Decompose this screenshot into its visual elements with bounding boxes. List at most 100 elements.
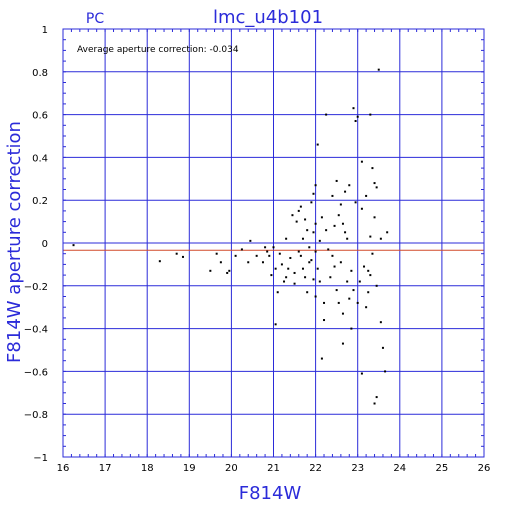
x-tick-label: 16 [57,463,70,474]
data-point [369,113,372,116]
data-point [278,252,281,255]
data-point [360,372,363,375]
data-point [158,260,161,263]
data-point [280,263,283,266]
data-point [247,261,250,264]
data-point [356,301,359,304]
y-tick-label: 0.4 [32,153,48,164]
data-point [249,239,252,242]
data-point [367,291,370,294]
data-point [352,107,355,110]
data-point [354,120,357,123]
data-point [310,259,313,262]
x-tick-label: 26 [478,463,491,474]
data-point [299,254,302,257]
data-point [339,261,342,264]
data-point [341,312,344,315]
data-point [337,301,340,304]
y-tick-labels: 1 0.8 0.6 0.4 0.2 0 −0.2 −0.4 −0.6 −0.8 −1 [24,25,48,464]
data-point [335,289,338,292]
data-point [312,231,315,234]
data-point [371,167,374,170]
data-point [314,184,317,187]
data-point [266,250,269,253]
data-point [297,250,300,253]
x-axis-label: F814W [239,483,302,504]
data-point [301,237,304,240]
y-tick-label: 0.2 [32,196,48,207]
data-point [304,276,307,279]
data-point [348,297,351,300]
data-point [344,190,347,193]
x-tick-label: 21 [267,463,280,474]
data-point [299,205,302,208]
data-point [363,265,366,268]
y-tick-label: −0.2 [24,282,48,293]
y-tick-label: −0.4 [24,325,48,336]
data-point [325,229,328,232]
data-point [255,254,258,257]
data-point [293,271,296,274]
data-point [274,267,277,270]
data-point [304,218,307,221]
data-point [276,291,279,294]
data-point [283,280,286,283]
data-point [337,214,340,217]
data-point [344,231,347,234]
data-point [226,271,229,274]
x-tick-label: 25 [436,463,449,474]
data-point [350,327,353,330]
data-point [348,184,351,187]
data-point [291,214,294,217]
corner-label: PC [86,11,104,27]
y-tick-label: 1 [42,25,48,36]
data-point [301,267,304,270]
data-point [272,246,275,249]
data-point [312,192,315,195]
data-point [264,246,267,249]
data-point [314,250,317,253]
y-tick-label: 0.6 [32,111,48,122]
data-point [215,252,218,255]
data-point [371,252,374,255]
y-axis-label: F814W aperture correction [4,121,25,363]
data-point [354,201,357,204]
data-point [306,229,309,232]
data-point [333,265,336,268]
data-point [314,295,317,298]
data-point [331,254,334,257]
data-point [341,342,344,345]
data-point [274,323,277,326]
data-point [360,160,363,163]
data-point [297,209,300,212]
data-point [308,261,311,264]
data-point [285,237,288,240]
data-point [175,252,178,255]
data-point [367,269,370,272]
data-point [350,269,353,272]
data-point [325,113,328,116]
data-point [316,143,319,146]
data-point [365,194,368,197]
data-point [331,194,334,197]
data-point [293,282,296,285]
data-point [329,276,332,279]
data-point [219,261,222,264]
data-point [341,222,344,225]
data-point [320,216,323,219]
data-point [379,321,382,324]
data-point [308,246,311,249]
reference-lines [63,242,484,251]
data-point [375,284,378,287]
data-points [72,68,389,405]
x-tick-label: 19 [183,463,196,474]
x-tick-label: 23 [351,463,364,474]
data-point [346,280,349,283]
average-annotation: Average aperture correction: -0.034 [77,45,239,55]
data-point [377,68,380,71]
data-point [306,291,309,294]
x-tick-labels: 16 17 18 19 20 21 22 23 24 25 26 [57,463,491,474]
x-tick-label: 18 [141,463,154,474]
data-point [261,261,264,264]
